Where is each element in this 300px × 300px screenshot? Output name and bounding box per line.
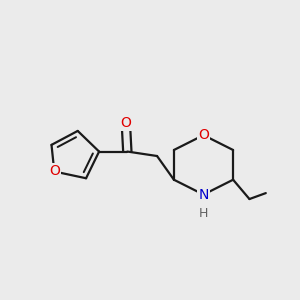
Text: N: N [198, 188, 209, 202]
Text: O: O [49, 164, 60, 178]
Text: O: O [120, 116, 131, 130]
Text: H: H [199, 206, 208, 220]
Text: O: O [198, 128, 209, 142]
